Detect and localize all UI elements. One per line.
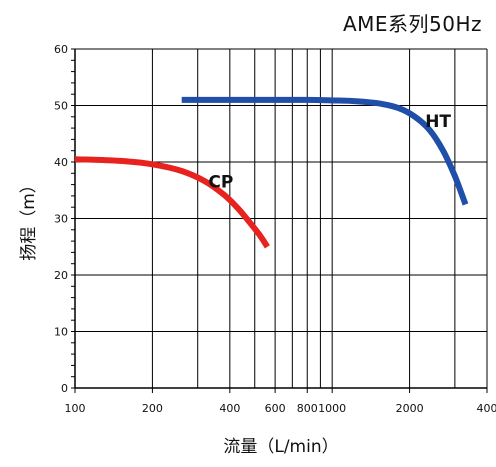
y-tick-label: 0 (61, 382, 68, 395)
x-tick-label: 100 (65, 402, 86, 415)
y-tick-label: 20 (54, 269, 68, 282)
y-tick-label: 50 (54, 100, 68, 113)
y-tick-label: 60 (54, 43, 68, 56)
x-tick-label: 600 (265, 402, 286, 415)
x-tick-label: 2000 (396, 402, 424, 415)
y-tick-label: 30 (54, 213, 68, 226)
series-label-cp: CP (208, 172, 233, 192)
x-tick-label: 200 (142, 402, 163, 415)
chart-title: AME系列50Hz (343, 8, 482, 37)
x-tick-label: 800 (297, 402, 318, 415)
series-label-ht: HT (425, 112, 451, 132)
x-axis-label: 流量（L/min） (223, 437, 338, 457)
y-tick-label: 40 (54, 156, 68, 169)
y-axis-label: 扬程（m） (19, 176, 39, 261)
x-tick-label: 1000 (318, 402, 346, 415)
series-line-cp (75, 159, 267, 247)
y-tick-label: 10 (54, 326, 68, 339)
x-tick-label: 400 (477, 402, 496, 415)
x-tick-label: 400 (219, 402, 240, 415)
